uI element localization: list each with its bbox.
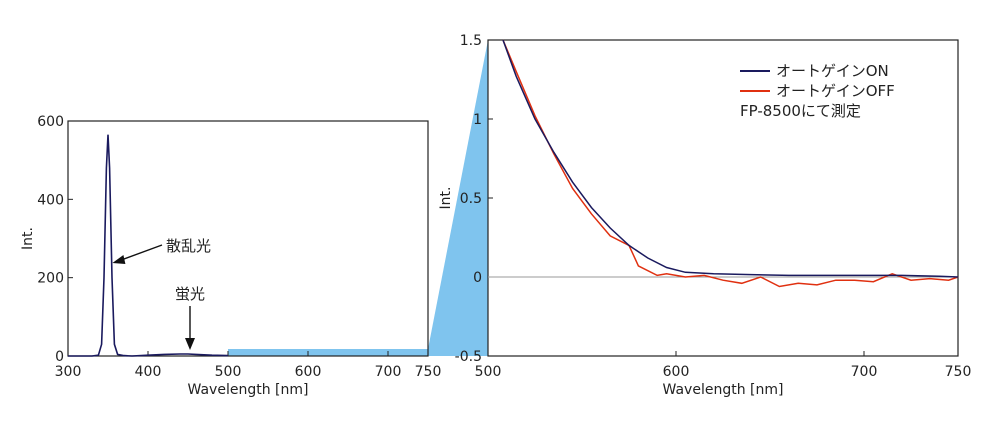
scatter-light-label: 散乱光: [166, 237, 211, 255]
legend-label: オートゲインON: [776, 62, 889, 80]
zoom-chart: 500 600 700 750 -0.5 0 0.5 1 1.5 Wavelength [nm] I…: [438, 33, 971, 398]
y-tick-label: 1.5: [460, 33, 482, 49]
x-axis-label: Wavelength [nm]: [663, 382, 784, 398]
y-tick-label: 200: [37, 271, 64, 287]
series-line-autogain-on: [502, 39, 959, 278]
scatter-arrow-head: [112, 255, 126, 265]
y-axis-label: Int.: [438, 187, 454, 210]
y-tick-label: 0: [55, 349, 64, 365]
fluorescence-label: 蛍光: [175, 285, 205, 303]
plot-background: [488, 40, 958, 356]
overview-spectrum-line: [68, 134, 229, 357]
scatter-arrow-shaft: [118, 244, 163, 262]
x-tick-label: 750: [945, 364, 972, 380]
x-tick-label: 300: [55, 364, 82, 380]
y-tick-label: 0: [473, 270, 482, 286]
x-tick-label: 500: [215, 364, 242, 380]
y-tick-label: 1: [473, 112, 482, 128]
y-axis-label: Int.: [20, 227, 36, 250]
series-line-autogain-off: [502, 39, 959, 288]
zoom-band: [228, 40, 488, 356]
x-tick-label: 750: [415, 364, 442, 380]
y-tick-label: 400: [37, 192, 64, 208]
y-tick-label: 0.5: [460, 191, 482, 207]
y-tick-label: 600: [37, 114, 64, 130]
x-tick-label: 500: [475, 364, 502, 380]
measurement-note: FP-8500にて測定: [740, 102, 861, 120]
x-tick-label: 700: [851, 364, 878, 380]
x-axis-label: Wavelength [nm]: [188, 382, 309, 398]
y-tick-label: -0.5: [455, 349, 482, 365]
legend-label: オートゲインOFF: [776, 82, 895, 100]
fluorescence-arrow-head: [185, 338, 195, 350]
x-tick-label: 400: [135, 364, 162, 380]
overview-chart: 300 400 500 600 700 750 0 200 400 600 Wavelength […: [20, 114, 441, 398]
x-tick-label: 600: [295, 364, 322, 380]
x-tick-label: 600: [663, 364, 690, 380]
x-tick-label: 700: [375, 364, 402, 380]
zoom-range-bar: [228, 349, 428, 356]
plot-frame: [67, 120, 429, 357]
zoom-connector: [428, 40, 488, 356]
